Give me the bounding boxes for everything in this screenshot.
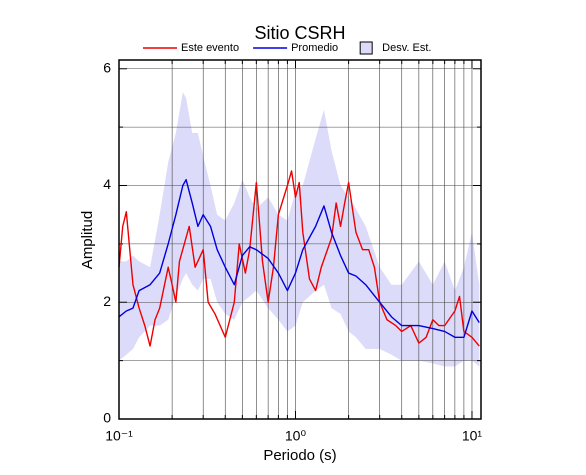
legend-label: Este evento xyxy=(181,42,239,54)
y-tick-label: 0 xyxy=(103,410,111,426)
x-tick-label: 10⁰ xyxy=(285,428,307,444)
y-axis-label: Amplitud xyxy=(79,211,96,269)
y-tick-label: 2 xyxy=(103,293,111,309)
y-tick-label: 4 xyxy=(103,176,111,192)
std-band xyxy=(119,92,480,367)
legend-swatch xyxy=(359,41,373,55)
series-line xyxy=(118,170,480,347)
plot-frame xyxy=(118,59,482,420)
chart-title: Sitio CSRH xyxy=(254,23,345,43)
x-axis-label: Periodo (s) xyxy=(263,447,336,464)
x-tick-label: 10⁻¹ xyxy=(105,428,133,444)
series-line xyxy=(118,178,480,338)
y-tick-label: 6 xyxy=(103,59,111,75)
legend-label: Desv. Est. xyxy=(382,42,431,54)
legend-label: Promedio xyxy=(291,42,338,54)
x-tick-label: 10¹ xyxy=(462,428,483,444)
